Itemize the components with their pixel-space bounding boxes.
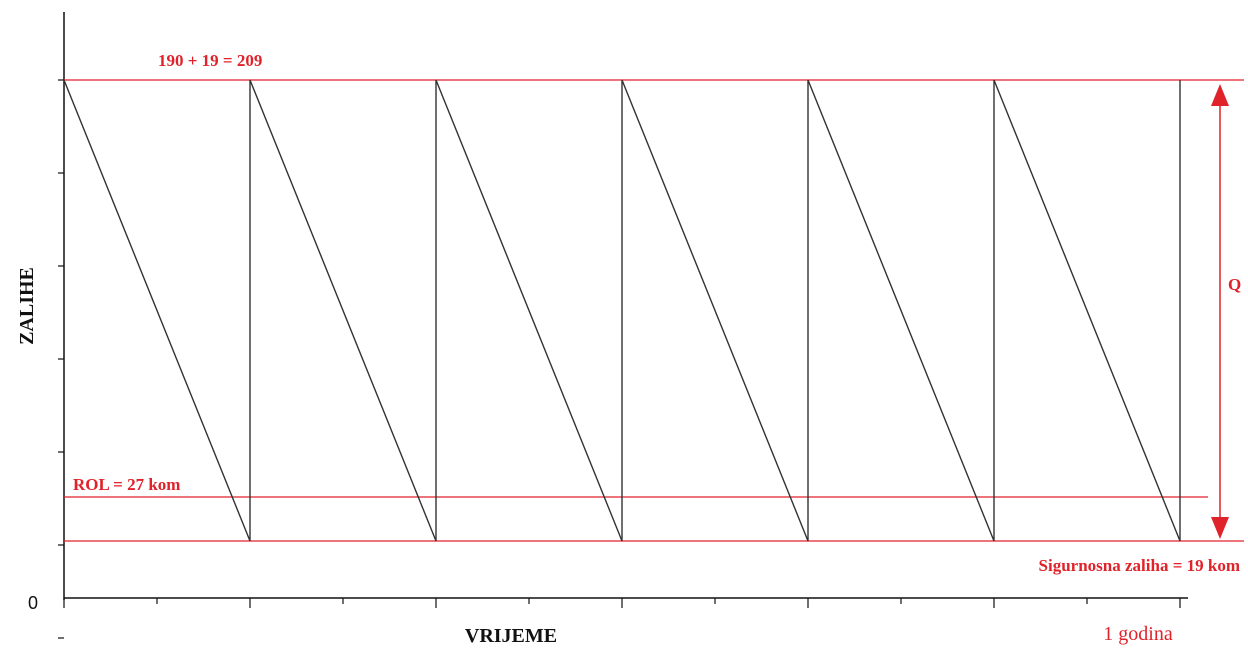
- y-axis-title: ZALIHE: [16, 267, 38, 345]
- q-arrow: [1211, 84, 1229, 539]
- q-arrow-head-down: [1211, 517, 1229, 539]
- rol-label: ROL = 27 kom: [73, 475, 180, 494]
- q-arrow-head-up: [1211, 84, 1229, 106]
- max-level-label: 190 + 19 = 209: [158, 51, 262, 70]
- origin-label: 0: [28, 593, 38, 613]
- x-axis-title: VRIJEME: [465, 625, 557, 647]
- x-end-label: 1 godina: [1103, 623, 1173, 645]
- safety-stock-label: Sigurnosna zaliha = 19 kom: [1039, 556, 1240, 575]
- series-line-0: [63, 79, 1181, 542]
- series-group: [63, 79, 1181, 542]
- y-axis-ticks: [58, 79, 64, 639]
- reference-lines: [64, 79, 1244, 542]
- x-axis-ticks: [63, 598, 1181, 608]
- q-label: Q: [1228, 275, 1241, 294]
